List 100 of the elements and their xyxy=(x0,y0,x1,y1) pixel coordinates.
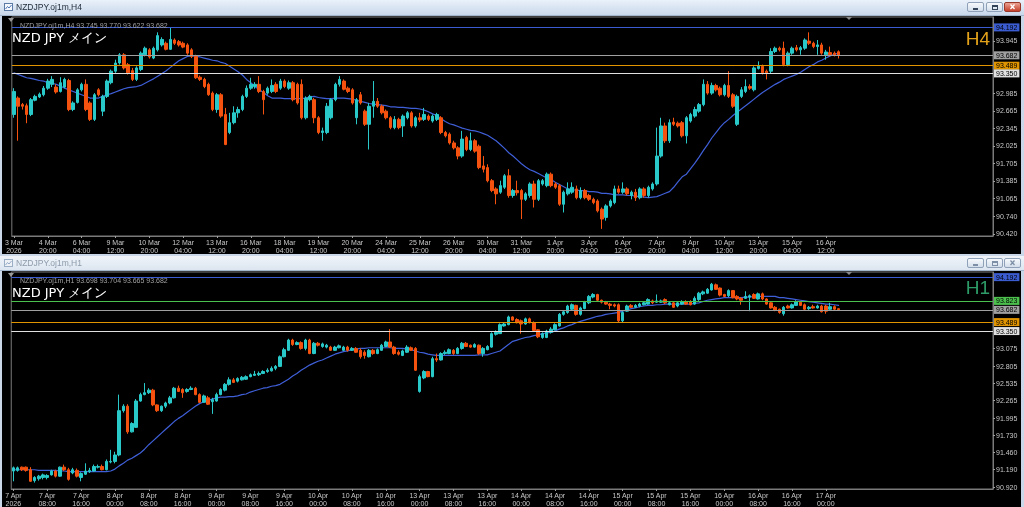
candlestick xyxy=(97,87,100,97)
candlestick xyxy=(668,118,671,144)
candlestick xyxy=(37,474,41,482)
candlestick xyxy=(261,369,265,375)
candlestick xyxy=(96,464,100,469)
candlestick xyxy=(279,78,282,91)
candlestick xyxy=(401,113,405,138)
candlestick xyxy=(795,44,798,52)
candlestick xyxy=(477,344,481,356)
candlestick xyxy=(333,345,337,352)
candlestick xyxy=(299,340,303,351)
candlestick xyxy=(418,112,422,123)
text: H1 xyxy=(965,277,991,298)
candlestick xyxy=(464,341,468,348)
candlestick xyxy=(693,106,697,119)
candlestick xyxy=(325,343,328,349)
candlestick xyxy=(617,302,620,323)
candlestick xyxy=(697,291,701,302)
candlestick xyxy=(16,95,20,142)
candlestick xyxy=(723,83,726,97)
candlestick xyxy=(507,168,511,199)
candlestick xyxy=(439,351,443,362)
candlestick xyxy=(630,190,633,200)
text: NZDJPY.oj1m,H1 xyxy=(16,258,82,268)
candlestick xyxy=(12,466,15,482)
candlestick xyxy=(29,97,33,117)
candlestick xyxy=(816,304,819,310)
candlestick xyxy=(54,83,58,95)
text: NZD JPY メイン xyxy=(12,30,108,45)
candlestick xyxy=(765,69,768,80)
candlestick xyxy=(625,186,629,196)
candlestick xyxy=(312,341,316,355)
candlestick xyxy=(575,185,578,200)
candlestick xyxy=(359,91,362,106)
candlestick xyxy=(147,387,151,395)
candlestick xyxy=(439,115,443,135)
candlestick xyxy=(58,466,62,478)
candlestick xyxy=(426,370,430,378)
candlestick xyxy=(371,348,375,356)
candlestick xyxy=(435,112,439,122)
candlestick xyxy=(384,340,388,348)
candlestick xyxy=(803,302,806,312)
candlestick xyxy=(270,365,273,373)
candlestick xyxy=(621,181,625,195)
candlestick xyxy=(291,338,294,347)
candlestick xyxy=(240,375,244,381)
candlestick xyxy=(308,338,311,355)
candlestick xyxy=(735,294,739,301)
candlestick xyxy=(435,353,438,363)
candlestick xyxy=(828,302,832,312)
candlestick xyxy=(549,171,553,188)
candlestick xyxy=(414,115,417,129)
candlestick xyxy=(397,117,401,130)
candlestick xyxy=(803,37,807,51)
candlestick xyxy=(447,347,451,355)
candlestick xyxy=(710,82,714,96)
candlestick xyxy=(752,292,756,300)
candlestick xyxy=(799,300,802,307)
candlestick xyxy=(12,87,16,119)
candlestick xyxy=(227,376,231,387)
candlestick xyxy=(532,180,536,209)
candlestick xyxy=(748,293,751,312)
candlestick xyxy=(583,188,587,200)
candlestick xyxy=(185,387,189,394)
candlestick xyxy=(617,185,620,195)
candlestick xyxy=(503,173,506,190)
candlestick xyxy=(769,47,773,74)
candlestick xyxy=(545,171,549,188)
candlestick xyxy=(634,303,637,309)
candlestick xyxy=(706,80,709,96)
candlestick xyxy=(283,78,286,89)
candlestick xyxy=(541,331,544,340)
candlestick xyxy=(668,301,671,306)
candlestick xyxy=(465,135,468,152)
candlestick xyxy=(579,186,582,200)
candlestick xyxy=(363,109,367,127)
candlestick xyxy=(316,341,320,347)
candlestick xyxy=(511,188,515,199)
candlestick xyxy=(833,304,836,312)
candlestick xyxy=(820,42,823,56)
candlestick xyxy=(253,81,257,90)
candlestick xyxy=(346,345,349,353)
candlestick xyxy=(93,92,96,122)
candlestick xyxy=(782,41,785,67)
candlestick xyxy=(232,377,235,384)
candlestick xyxy=(45,473,49,480)
candlestick xyxy=(761,64,764,75)
candlestick xyxy=(452,348,455,356)
candlestick xyxy=(672,301,675,309)
candlestick xyxy=(570,302,574,312)
candlestick xyxy=(528,181,532,199)
candlestick xyxy=(638,186,642,200)
candlestick xyxy=(393,115,396,130)
candlestick xyxy=(59,76,62,94)
candlestick xyxy=(177,39,181,48)
line-series xyxy=(13,52,840,199)
candlestick xyxy=(100,464,104,471)
candlestick xyxy=(164,41,168,51)
candlestick xyxy=(363,349,366,360)
candlestick xyxy=(189,385,193,391)
